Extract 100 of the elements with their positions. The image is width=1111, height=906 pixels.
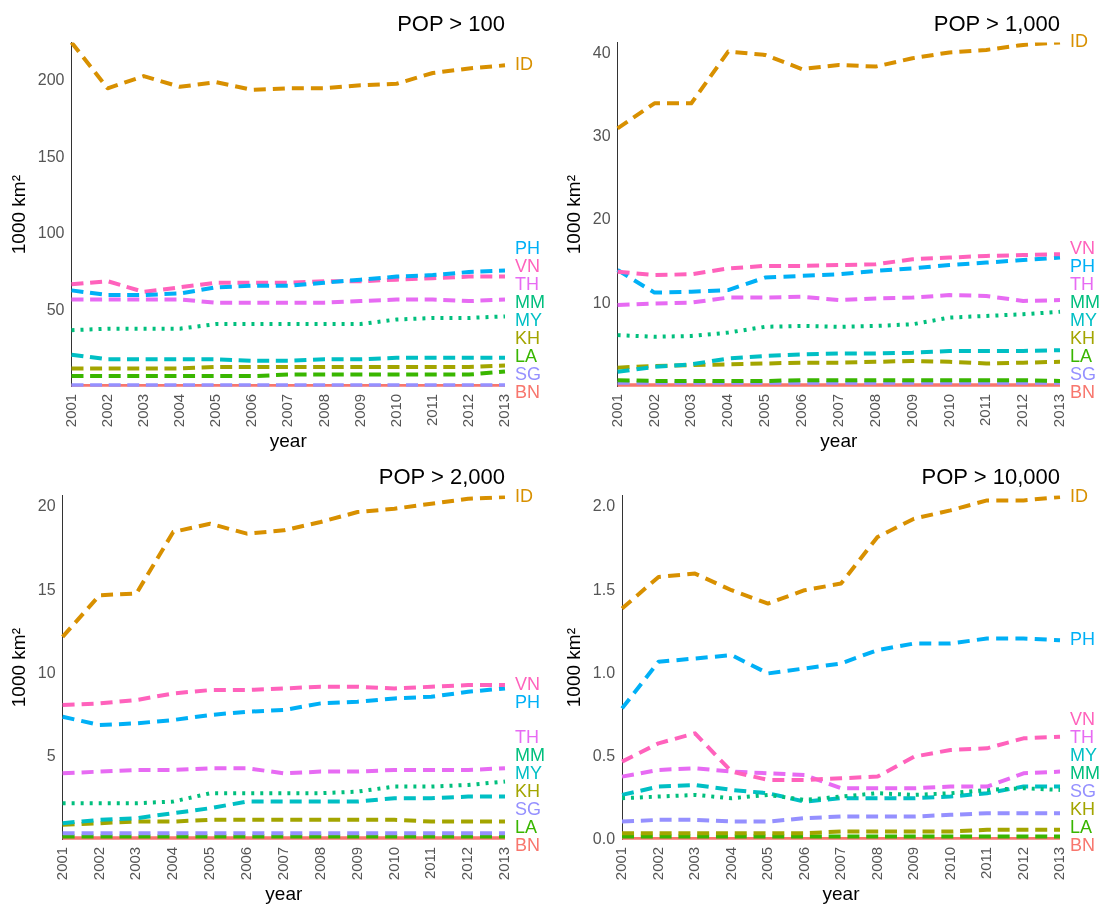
y-tick-label: 50 bbox=[46, 300, 65, 318]
series-label: BN bbox=[1070, 834, 1096, 855]
x-tick-label: 2001 bbox=[607, 393, 625, 428]
line-series bbox=[620, 811, 1062, 824]
series-label: TH bbox=[1070, 726, 1094, 747]
x-tick-label: 2001 bbox=[612, 846, 630, 881]
x-axis-title: year bbox=[822, 882, 861, 904]
line-series bbox=[60, 683, 507, 708]
x-tick-label: 2008 bbox=[865, 393, 883, 428]
x-tick-label: 2010 bbox=[939, 393, 957, 428]
x-tick-label: 2002 bbox=[89, 846, 107, 881]
x-tick-label: 2009 bbox=[902, 393, 920, 428]
y-axis-title: 1000 km² bbox=[562, 175, 584, 255]
x-tick-label: 2012 bbox=[1013, 846, 1031, 881]
y-axis-title: 1000 km² bbox=[7, 175, 29, 255]
series-label: PH bbox=[515, 692, 541, 713]
y-tick-label: 30 bbox=[592, 127, 611, 145]
series-label: MY bbox=[515, 762, 542, 783]
line-series bbox=[615, 252, 1062, 278]
line-series bbox=[69, 268, 507, 297]
series-label: MY bbox=[1070, 744, 1097, 765]
series-label: ID bbox=[1070, 31, 1088, 52]
x-tick-label: 2005 bbox=[206, 393, 224, 428]
line-series bbox=[69, 314, 507, 333]
x-tick-label: 2006 bbox=[237, 846, 255, 881]
x-tick-label: 2011 bbox=[421, 846, 439, 880]
x-tick-label: 2012 bbox=[458, 846, 476, 881]
y-tick-label: 5 bbox=[46, 747, 56, 765]
x-tick-label: 2001 bbox=[61, 393, 79, 428]
x-tick-label: 2011 bbox=[976, 393, 994, 427]
x-tick-label: 2006 bbox=[792, 393, 810, 428]
x-tick-label: 2004 bbox=[721, 846, 739, 881]
series-label: MY bbox=[515, 309, 542, 330]
line-series bbox=[620, 766, 1062, 791]
y-tick-label: 150 bbox=[37, 147, 65, 165]
series-label: LA bbox=[515, 816, 538, 837]
x-tick-label: 2007 bbox=[273, 846, 291, 881]
x-tick-label: 2008 bbox=[310, 846, 328, 881]
x-tick-label: 2009 bbox=[904, 846, 922, 881]
x-tick-label: 2011 bbox=[422, 393, 440, 427]
series-label: VN bbox=[1070, 708, 1096, 729]
x-tick-label: 2011 bbox=[977, 846, 995, 880]
x-tick-label: 2012 bbox=[1013, 393, 1031, 428]
line-series bbox=[615, 309, 1062, 339]
x-tick-label: 2001 bbox=[52, 846, 70, 881]
series-label: BN bbox=[515, 834, 541, 855]
x-tick-label: 2009 bbox=[350, 393, 368, 428]
line-series bbox=[620, 495, 1062, 611]
series-label: VN bbox=[515, 255, 541, 276]
series-label: ID bbox=[515, 54, 533, 75]
x-tick-label: 2003 bbox=[681, 393, 699, 428]
line-series bbox=[60, 794, 507, 826]
series-label: BN bbox=[515, 381, 541, 402]
chart-title: POP > 10,000 bbox=[921, 464, 1060, 490]
line-series bbox=[615, 293, 1062, 308]
x-tick-label: 2013 bbox=[1050, 393, 1068, 428]
series-label: MM bbox=[515, 291, 545, 312]
x-tick-label: 2007 bbox=[831, 846, 849, 881]
series-label: TH bbox=[1070, 273, 1094, 294]
series-label: PH bbox=[1070, 629, 1096, 650]
y-tick-label: 15 bbox=[37, 580, 56, 598]
x-tick-label: 2008 bbox=[314, 393, 332, 428]
line-series bbox=[615, 348, 1062, 374]
series-label: SG bbox=[1070, 363, 1097, 384]
series-label: MM bbox=[515, 744, 545, 765]
y-tick-label: 100 bbox=[37, 224, 65, 242]
x-tick-label: 2012 bbox=[459, 393, 477, 428]
x-tick-label: 2005 bbox=[200, 846, 218, 881]
x-tick-label: 2003 bbox=[126, 846, 144, 881]
x-tick-label: 2005 bbox=[758, 846, 776, 881]
series-label: ID bbox=[1070, 486, 1088, 507]
x-tick-label: 2008 bbox=[867, 846, 885, 881]
y-tick-label: 1.0 bbox=[592, 663, 616, 681]
series-label: KH bbox=[1070, 798, 1096, 819]
y-axis-title: 1000 km² bbox=[562, 628, 584, 708]
line-series bbox=[615, 358, 1062, 370]
y-tick-label: 0.5 bbox=[592, 747, 616, 765]
x-tick-label: 2007 bbox=[828, 393, 846, 428]
series-label: SG bbox=[1070, 780, 1097, 801]
chart-title: POP > 1,000 bbox=[933, 11, 1060, 37]
series-label: MY bbox=[1070, 309, 1097, 330]
line-series bbox=[69, 274, 507, 294]
x-tick-label: 2009 bbox=[347, 846, 365, 881]
y-tick-label: 20 bbox=[37, 497, 56, 515]
x-tick-label: 2010 bbox=[386, 393, 404, 428]
x-tick-label: 2002 bbox=[644, 393, 662, 428]
x-tick-label: 2007 bbox=[278, 393, 296, 428]
x-axis-title: year bbox=[265, 882, 303, 904]
x-tick-label: 2004 bbox=[170, 393, 188, 428]
x-tick-label: 2004 bbox=[718, 393, 736, 428]
series-label: LA bbox=[1070, 345, 1093, 366]
chart-title: POP > 2,000 bbox=[378, 464, 505, 490]
series-label: LA bbox=[515, 345, 538, 366]
series-label: MM bbox=[1070, 762, 1100, 783]
line-series bbox=[620, 636, 1062, 711]
series-label: SG bbox=[515, 798, 542, 819]
x-tick-label: 2010 bbox=[384, 846, 402, 881]
series-label: TH bbox=[515, 726, 539, 747]
series-label: BN bbox=[1070, 381, 1096, 402]
x-axis-title: year bbox=[820, 429, 858, 451]
